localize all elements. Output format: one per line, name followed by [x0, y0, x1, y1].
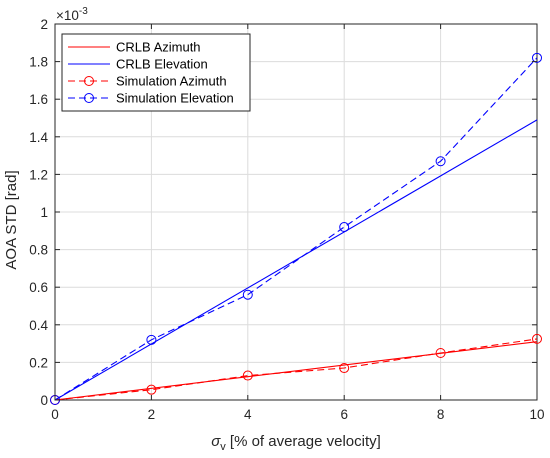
legend-label-simulation-azimuth: Simulation Azimuth — [116, 74, 227, 89]
series-line-simulation-azimuth — [54, 338, 538, 401]
tick-layer: 0 2 4 6 8 10 0 0.2 0.4 0.6 0.8 1 1.2 1.4 1.6 1.8 2 — [29, 17, 544, 422]
y-tick-label: 1.2 — [29, 167, 48, 182]
series-line-crlb-azimuth — [54, 341, 538, 401]
data-point-simulation-elevation — [532, 52, 542, 63]
y-tick-label: 1 — [40, 205, 48, 220]
data-point-simulation-azimuth — [242, 370, 253, 381]
data-point-simulation-elevation — [339, 222, 350, 233]
legend: CRLB Azimuth CRLB Elevation Simulation Azi… — [61, 33, 251, 112]
y-tick-label: 0.6 — [29, 280, 48, 295]
x-tick-label: 4 — [244, 407, 252, 422]
x-axis-label: σv [% of average velocity] — [211, 433, 381, 453]
y-tick-label: 0.4 — [29, 318, 48, 333]
data-point-simulation-elevation — [242, 289, 253, 300]
y-tick-label: 1.8 — [29, 55, 48, 70]
x-tick-label: 0 — [51, 407, 59, 422]
legend-label-crlb-elevation: CRLB Elevation — [116, 57, 208, 72]
x-tick-label: 10 — [529, 407, 544, 422]
x-tick-label: 8 — [437, 407, 445, 422]
x-tick-label: 2 — [148, 407, 156, 422]
data-point-simulation-azimuth — [435, 348, 446, 358]
legend-marker-simulation-azimuth — [84, 76, 94, 86]
series-line-crlb-elevation — [54, 119, 538, 401]
data-point-simulation-azimuth — [339, 363, 350, 374]
y-axis-label: AOA STD [rad] — [3, 170, 20, 269]
data-point-simulation-elevation — [146, 334, 157, 345]
data-point-simulation-azimuth — [146, 384, 157, 395]
y-axis-exponent: ×10-3 — [56, 6, 88, 23]
y-tick-label: 1.6 — [29, 92, 48, 107]
legend-label-crlb-azimuth: CRLB Azimuth — [116, 40, 201, 55]
series-line-simulation-elevation — [54, 57, 538, 401]
y-tick-label: 0 — [40, 393, 48, 408]
y-tick-label: 2 — [40, 17, 48, 32]
legend-marker-simulation-elevation — [84, 93, 94, 103]
y-tick-label: 0.2 — [29, 355, 48, 370]
data-point-simulation-azimuth — [532, 333, 542, 344]
data-point-simulation-elevation — [435, 156, 446, 167]
legend-label-simulation-elevation: Simulation Elevation — [116, 91, 234, 106]
x-tick-label: 6 — [340, 407, 348, 422]
series-layer — [50, 52, 542, 405]
y-tick-label: 0.8 — [29, 243, 48, 258]
y-tick-label: 1.4 — [29, 130, 48, 145]
